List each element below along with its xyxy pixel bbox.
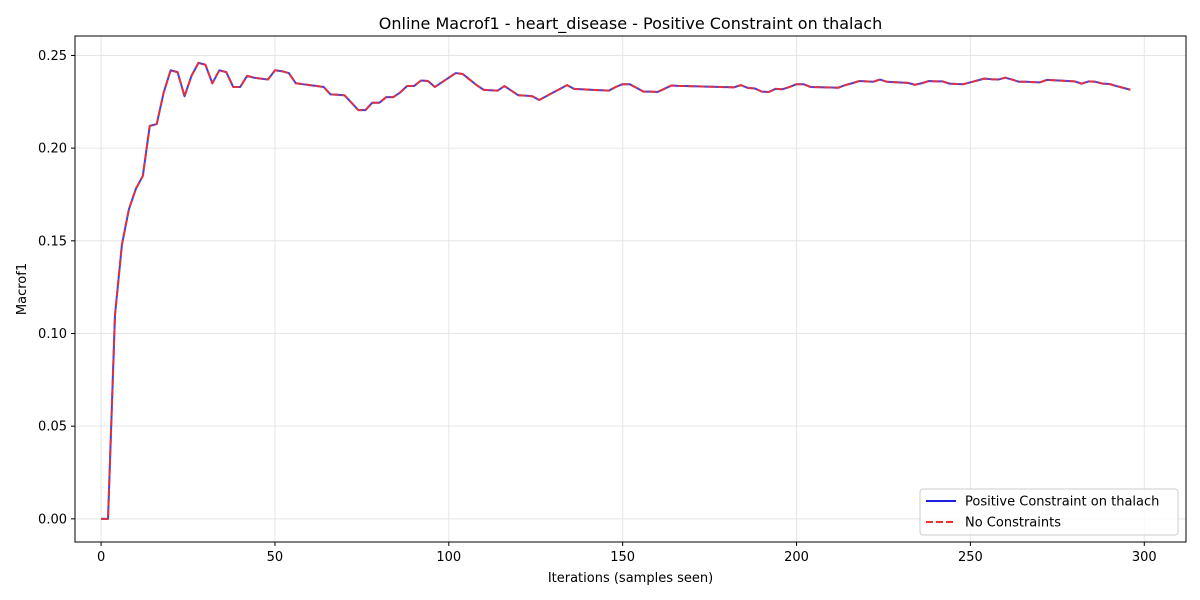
grid-lines xyxy=(75,36,1186,542)
series-lines xyxy=(101,61,1131,520)
legend-label-no-constraints: No Constraints xyxy=(965,516,1061,531)
y-axis-label: Macrof1 xyxy=(15,263,30,315)
x-tick-label: 150 xyxy=(610,550,635,565)
y-tick-label: 0.25 xyxy=(38,49,67,64)
x-tick-label: 200 xyxy=(784,550,809,565)
x-axis-label: Iterations (samples seen) xyxy=(548,571,713,586)
x-tick-label: 0 xyxy=(97,550,105,565)
y-tick-label: 0.00 xyxy=(38,512,67,527)
x-tick-label: 300 xyxy=(1132,550,1157,565)
chart-title: Online Macrof1 - heart_disease - Positiv… xyxy=(379,14,882,34)
series-line-no-constraints xyxy=(101,61,1131,520)
plot-frame xyxy=(74,35,1187,543)
legend-label-positive-constraint: Positive Constraint on thalach xyxy=(965,495,1159,510)
y-tick-label: 0.10 xyxy=(38,327,67,342)
y-tick-label: 0.15 xyxy=(38,234,67,249)
x-tick-label: 100 xyxy=(436,550,461,565)
y-tick-label: 0.05 xyxy=(38,420,67,435)
x-tick-label: 250 xyxy=(958,550,983,565)
legend-box xyxy=(919,488,1179,536)
y-tick-label: 0.20 xyxy=(38,142,67,157)
axis-ticks: 0 50 100 150 200 250 300 0.00 0.05 0.10 0.15 0.20 0.… xyxy=(38,49,1157,565)
x-tick-label: 50 xyxy=(267,550,284,565)
legend: Positive Constraint on thalach No Constr… xyxy=(919,488,1179,536)
